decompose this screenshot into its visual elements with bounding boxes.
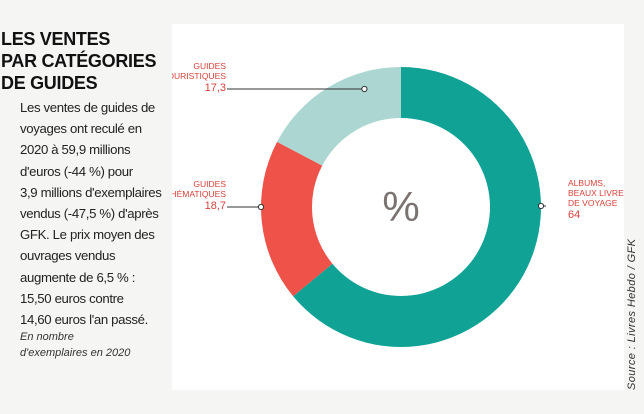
slice-value-label: 17,3	[205, 82, 226, 94]
donut-slice-1	[261, 141, 333, 297]
intro-line: ouvrages vendus	[20, 248, 116, 264]
slice-category-label: GUIDES	[193, 61, 226, 71]
intro-line: voyages ont reculé en	[20, 121, 142, 137]
intro-line: GFK. Le prix moyen des	[20, 227, 155, 243]
slice-value-label: 18,7	[205, 200, 226, 212]
center-percent-label: %	[382, 183, 419, 230]
chart-title: LES VENTES PAR CATÉGORIES DE GUIDES	[1, 28, 161, 94]
slice-category-label: TOURISTIQUES	[172, 71, 226, 81]
slice-category-label: DE VOYAGE	[568, 198, 618, 208]
slice-category-label: THÉMATIQUES	[172, 189, 226, 199]
slice-category-label: GUIDES	[193, 179, 226, 189]
intro-line: 3,9 millions d'exemplaires	[20, 184, 162, 200]
note-line: En nombre	[20, 331, 74, 343]
intro-line: vendus (-47,5 %) d'après	[20, 206, 159, 222]
text-column: LES VENTES PAR CATÉGORIES DE GUIDES Les …	[0, 0, 165, 414]
intro-line: Les ventes de guides de	[20, 100, 155, 115]
intro-line: d'euros (-44 %) pour	[20, 163, 133, 179]
slice-value-label: 64	[568, 209, 580, 221]
donut-slice-2	[277, 67, 401, 166]
note-line: d'exemplaires en 2020	[20, 347, 131, 359]
unit-note: En nombre d'exemplaires en 2020	[20, 329, 160, 361]
leader-dot	[257, 203, 265, 211]
slice-category-label: ALBUMS,	[568, 178, 605, 188]
title-line: LES VENTES	[1, 28, 111, 49]
intro-paragraph: Les ventes de guides de voyages ont recu…	[20, 97, 170, 330]
intro-line: 14,60 euros l'an passé.	[20, 312, 148, 328]
source-credit: Source : Livres Hebdo / GFK	[626, 238, 638, 390]
intro-line: 15,50 euros contre	[20, 290, 124, 306]
donut-slice-0	[293, 67, 541, 347]
intro-line: 2020 à 59,9 millions	[20, 142, 131, 158]
title-line: PAR CATÉGORIES	[1, 50, 157, 72]
leader-dot	[537, 202, 545, 210]
title-line: DE GUIDES	[1, 72, 98, 94]
slice-category-label: BEAUX LIVRES	[568, 188, 624, 198]
intro-line: augmente de 6,5 % :	[20, 269, 136, 285]
leader-dot	[361, 85, 368, 93]
